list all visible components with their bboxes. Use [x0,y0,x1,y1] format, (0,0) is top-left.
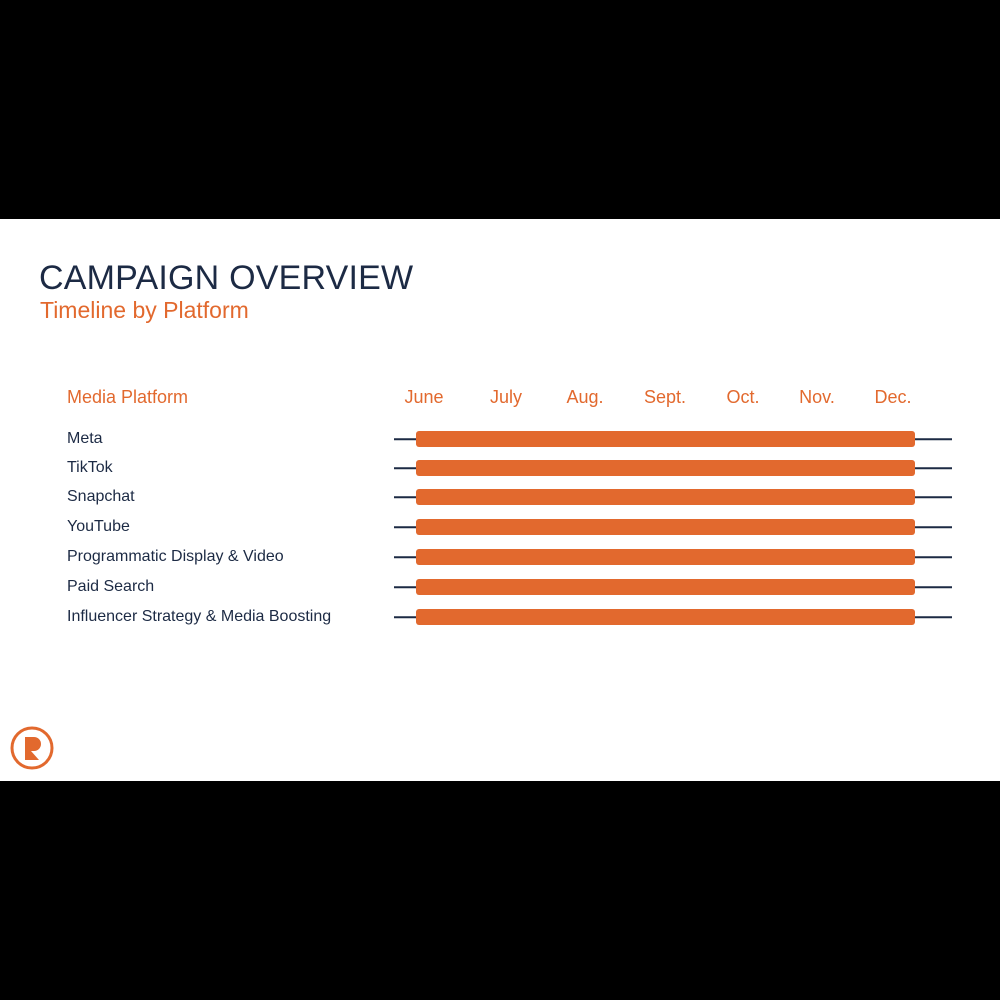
timeline-bar [416,431,915,447]
platform-label: Meta [67,430,103,447]
platform-label: Programmatic Display & Video [67,548,284,565]
month-label: June [404,387,444,407]
brand-logo-icon [10,726,54,770]
platform-label: Paid Search [67,578,155,595]
platform-label: Influencer Strategy & Media Boosting [67,608,332,625]
platform-label: Snapchat [67,488,135,505]
platform-label: YouTube [67,518,130,535]
timeline-bar [416,460,915,476]
month-label: Nov. [799,387,835,407]
slide: CAMPAIGN OVERVIEW Timeline by Platform M… [0,219,1000,781]
column-header-media-platform: Media Platform [67,387,189,407]
timeline-bar [416,489,915,505]
platform-label: TikTok [67,459,113,476]
month-label: July [489,387,523,407]
month-label: Sept. [643,387,687,407]
timeline-bar [416,519,915,535]
month-label: Dec. [874,387,912,407]
timeline-bar [416,609,915,625]
timeline-bar [416,579,915,595]
month-label: Aug. [566,387,604,407]
month-label: Oct. [726,387,760,407]
page-title: CAMPAIGN OVERVIEW [39,259,414,297]
page-subtitle: Timeline by Platform [40,297,249,323]
timeline-bar [416,549,915,565]
